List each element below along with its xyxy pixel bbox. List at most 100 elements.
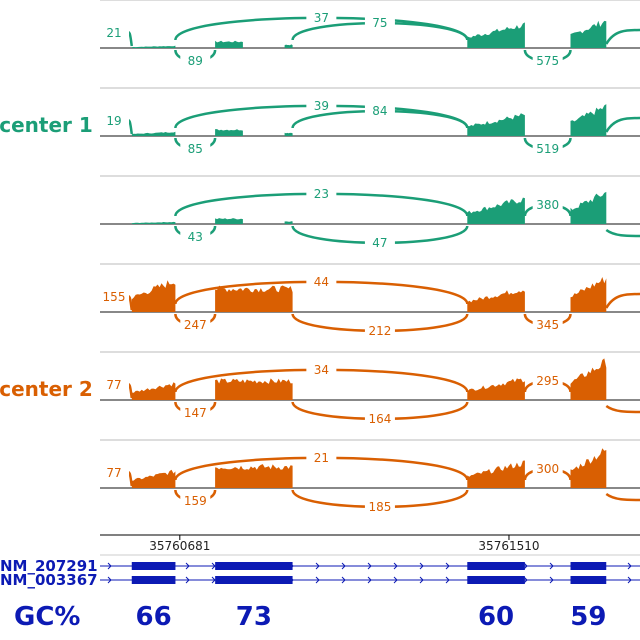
axis-tick-label: 35760681 xyxy=(149,539,210,553)
gc-value-exon-3: 60 xyxy=(478,602,514,632)
coverage-exon-3 xyxy=(467,378,525,400)
junction-count-label: 575 xyxy=(536,54,559,68)
junction-label-bg xyxy=(306,451,337,465)
coverage-exon-3 xyxy=(467,22,525,48)
coverage-exon-4 xyxy=(570,20,607,48)
junction-count-label: 47 xyxy=(372,236,387,250)
junction-count-label: 85 xyxy=(188,142,203,156)
transcript-exon xyxy=(215,576,293,584)
junction-count-label: 21 xyxy=(314,451,329,465)
junction-count-label: 380 xyxy=(536,198,559,212)
axis-tick-label: 35761510 xyxy=(478,539,539,553)
coverage-exon-3 xyxy=(467,113,525,136)
coverage-exon-2 xyxy=(215,464,293,488)
transcript-exon xyxy=(215,562,293,570)
gc-value-exon-2: 73 xyxy=(236,602,272,632)
junction-arc xyxy=(605,228,640,238)
junction-count-label: 44 xyxy=(314,275,329,289)
junction-label-bg xyxy=(99,27,129,40)
junction-count-label: 75 xyxy=(372,16,387,30)
track-4: 155 44 247 212 345 xyxy=(99,263,640,338)
junction-label-bg xyxy=(364,236,395,250)
junction-count-label: 247 xyxy=(184,318,207,332)
strand-arrow xyxy=(393,576,398,584)
strand-arrow xyxy=(445,576,450,584)
junction-label-bg xyxy=(306,99,337,113)
junction-count-label: 43 xyxy=(188,230,203,244)
coverage-exon-1 xyxy=(131,280,176,312)
coverage-exon-4 xyxy=(570,448,607,488)
strand-arrow xyxy=(107,576,112,584)
transcript-NM_003367: NM_003367 xyxy=(0,571,640,589)
junction-label-bg xyxy=(364,17,395,31)
strand-arrow xyxy=(315,576,320,584)
coverage-exon-2 xyxy=(284,221,293,224)
junction-label-bg xyxy=(364,105,395,119)
junction-arc xyxy=(605,292,640,309)
coverage-exon-4 xyxy=(570,358,607,400)
junction-count-label: 295 xyxy=(536,374,559,388)
transcript-exon xyxy=(131,562,176,570)
junction-label-bg xyxy=(364,500,395,514)
junction-label-bg xyxy=(99,467,129,480)
junction-label-bg xyxy=(180,142,211,156)
junction-count-label: 345 xyxy=(536,318,559,332)
junction-arc xyxy=(605,404,640,414)
junction-label-bg xyxy=(532,143,563,157)
junction-count-label: 77 xyxy=(106,378,121,392)
track-2: 19 39 84 85 519 xyxy=(99,87,640,157)
strand-arrow xyxy=(185,576,190,584)
coverage-exon-2 xyxy=(215,378,293,400)
strand-arrow xyxy=(445,562,450,570)
junction-count-label: 519 xyxy=(536,142,559,156)
strand-arrow xyxy=(419,562,424,570)
junction-count-label: 185 xyxy=(368,500,391,514)
junction-label-bg xyxy=(532,319,563,333)
transcript-exon xyxy=(467,562,525,570)
junction-label-bg xyxy=(99,291,129,304)
junction-count-label: 155 xyxy=(103,290,126,304)
coverage-exon-2 xyxy=(215,218,243,224)
transcript-NM_207291: NM_207291 xyxy=(0,557,640,575)
gc-value-exon-4: 59 xyxy=(570,602,606,632)
strand-arrow xyxy=(341,562,346,570)
track-5: 77 34 147 164 295 xyxy=(99,351,640,426)
junction-label-bg xyxy=(99,379,129,392)
coverage-exon-2 xyxy=(215,285,293,312)
junction-label-bg xyxy=(306,275,337,289)
junction-count-label: 147 xyxy=(184,406,207,420)
strand-arrow xyxy=(367,576,372,584)
coverage-exon-3 xyxy=(467,197,525,224)
junction-count-label: 77 xyxy=(106,466,121,480)
track-1: 21 37 75 89 575 xyxy=(99,0,640,69)
junction-arc xyxy=(605,28,640,45)
coverage-exon-3 xyxy=(467,290,525,312)
transcript-exon xyxy=(570,576,607,584)
genomic-axis: 35760681 35761510 xyxy=(100,534,640,556)
junction-label-bg xyxy=(180,54,211,68)
coverage-exon-1 xyxy=(131,382,176,400)
strand-arrow xyxy=(549,562,554,570)
strand-arrow xyxy=(211,576,216,584)
group-label-center-1: center 1 xyxy=(0,113,93,137)
coverage-exon-1 xyxy=(131,131,176,136)
coverage-exon-4 xyxy=(570,191,607,224)
transcript-exon xyxy=(131,576,176,584)
junction-count-label: 89 xyxy=(188,54,203,68)
coverage-exon-4 xyxy=(570,104,607,136)
junction-count-label: 19 xyxy=(106,114,121,128)
junction-count-label: 34 xyxy=(314,363,329,377)
transcript-label: NM_003367 xyxy=(0,571,98,589)
junction-label-bg xyxy=(532,462,563,476)
gc-label: GC% xyxy=(14,602,80,632)
strand-arrow xyxy=(419,576,424,584)
junction-count-label: 23 xyxy=(314,187,329,201)
group-label-center-2: center 2 xyxy=(0,377,93,401)
transcript-label: NM_207291 xyxy=(0,557,98,575)
strand-arrow xyxy=(315,562,320,570)
strand-arrow xyxy=(549,576,554,584)
strand-arrow xyxy=(393,562,398,570)
coverage-exon-1 xyxy=(131,469,176,488)
coverage-exon-2 xyxy=(284,132,293,136)
